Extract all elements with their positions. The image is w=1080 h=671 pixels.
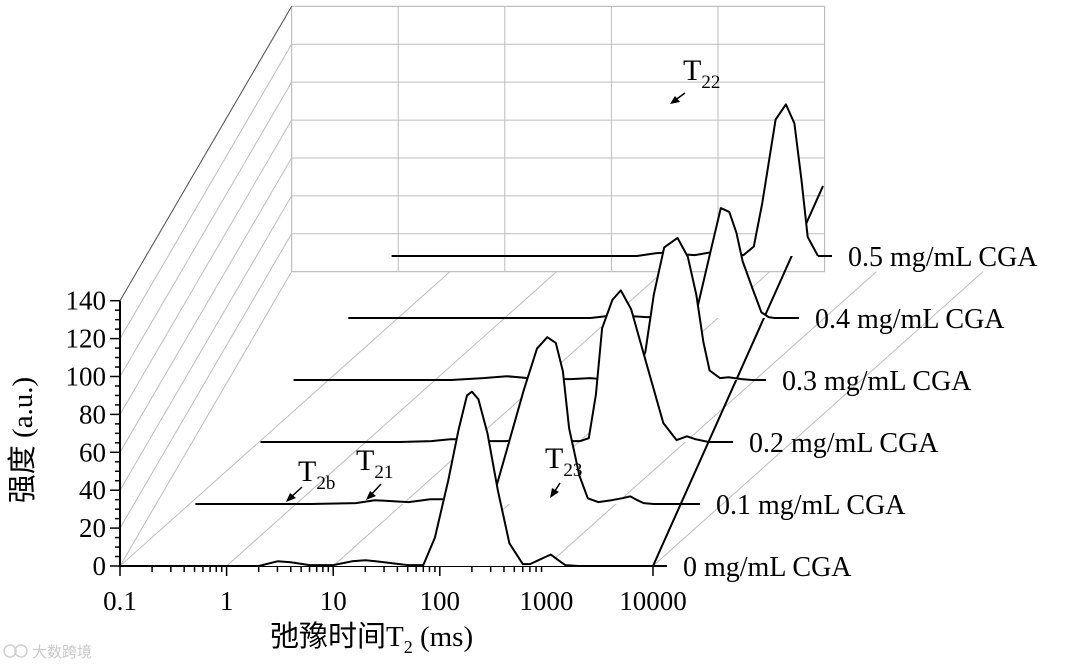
svg-text:T23: T23 [545,442,582,481]
x-tick-label: 10000 [619,586,687,616]
series-line [391,103,819,257]
svg-text:T21: T21 [356,444,393,483]
series-fill [391,104,818,257]
series-fill [293,237,752,380]
y-tick-label: 40 [79,475,106,505]
svg-text:T22: T22 [683,54,720,93]
tick-marks [110,299,654,576]
series-line [162,390,653,567]
series-line [293,236,753,381]
watermark-logo-icon [3,644,17,658]
x-tick-labels: 0.1 1 10 100 1000 10000 [103,586,687,616]
y-tick-label: 80 [79,399,106,429]
x-tick-label: 0.1 [103,586,137,616]
x-axis-title: 弛豫时间T2 (ms) [270,620,473,657]
annotation-t2b: T2b [286,455,335,502]
y-tick-label: 100 [66,362,107,392]
x-tick-label: 100 [420,586,461,616]
annotation-t2b-sub: 2b [316,473,335,494]
series-fill [260,290,719,442]
annotation-t21-main: T [356,444,374,477]
x-tick-label: 10 [320,586,347,616]
x-tick-label: 1000 [519,586,573,616]
y-tick-labels: 0 20 40 60 80 100 120 140 [66,286,107,581]
watermark-text: 大数跨境 [32,643,92,661]
annotation-t23-main: T [545,442,563,475]
series-labels: 0.5 mg/mL CGA 0.4 mg/mL CGA 0.3 mg/mL CGA 0… [683,242,1038,583]
x-tick-label: 1 [220,586,234,616]
annotation-t21-sub: 21 [374,462,393,483]
annotation-t22-sub: 22 [701,72,720,93]
svg-text:T2b: T2b [298,455,335,494]
annotation-t21: T21 [356,444,393,500]
annotation-t23-sub: 23 [563,460,582,481]
series-label: 0.3 mg/mL CGA [782,366,972,397]
y-tick-label: 120 [66,324,107,354]
y-tick-label: 60 [79,437,106,467]
series-lines [162,103,832,567]
series-label: 0.2 mg/mL CGA [749,428,939,459]
annotation-t2b-main: T [298,455,316,488]
x-axis-title-sub: 2 [404,637,413,657]
series-label: 0.4 mg/mL CGA [815,304,1005,335]
annotation-t22-main: T [683,54,701,87]
y-axis-title: 强度 (a.u.) [6,377,39,503]
series-label: 0.5 mg/mL CGA [848,242,1038,273]
x-axis-title-main: 弛豫时间T [270,620,404,653]
annotation-t22: T22 [670,54,720,104]
annotation-t23: T23 [545,442,582,498]
y-tick-label: 20 [79,513,106,543]
series-label: 0 mg/mL CGA [683,552,852,583]
watermark: 大数跨境 [3,643,92,661]
series-label: 0.1 mg/mL CGA [716,490,906,521]
y-tick-label: 140 [66,286,107,316]
series-line [195,336,686,505]
series-fill [348,208,785,318]
x-axis-title-unit: (ms) [413,621,473,653]
y-tick-label: 0 [93,551,107,581]
